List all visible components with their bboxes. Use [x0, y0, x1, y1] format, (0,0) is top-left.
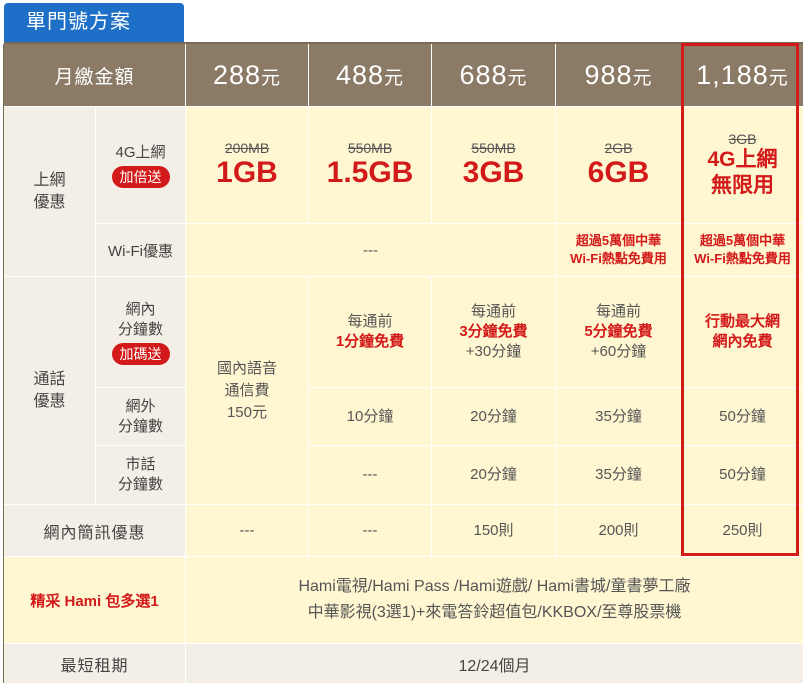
hami-label: 精采 Hami 包多選1	[4, 557, 185, 643]
data-section-label: 上網 優惠	[4, 107, 95, 276]
plan-688-price: 688元	[432, 44, 555, 106]
plan-988-offnet: 35分鐘	[556, 388, 681, 445]
plan-1188-wifi: 超過5萬個中華 Wi-Fi熱點免費用	[682, 224, 803, 276]
extra-bonus-badge: 加碼送	[111, 342, 170, 365]
plan-988-local: 35分鐘	[556, 446, 681, 504]
plan-1188-local: 50分鐘	[682, 446, 803, 504]
plan-488-local: ---	[309, 446, 431, 504]
plan-988-price: 988元	[556, 44, 681, 106]
plan-488-onnet: 每通前 1分鐘免費	[309, 277, 431, 387]
plan-488-price: 488元	[309, 44, 431, 106]
onnet-minutes-label: 網內 分鐘數 加碼送	[96, 277, 185, 387]
hami-options-line1: Hami電視/Hami Pass /Hami遊戲/ Hami書城/童書夢工廠	[298, 578, 691, 595]
plan-1188-offnet: 50分鐘	[682, 388, 803, 445]
local-minutes-label: 市話 分鐘數	[96, 446, 185, 504]
plan-988-sms: 200則	[556, 505, 681, 556]
plan-288-sms: ---	[186, 505, 308, 556]
plan-688-local: 20分鐘	[432, 446, 555, 504]
call-section-label: 通話 優惠	[4, 277, 95, 504]
plan-988-data: 2GB 6GB	[556, 107, 681, 223]
hami-options-line2: 中華影視(3選1)+來電答鈴超值包/KKBOX/至尊股票機	[307, 604, 682, 621]
plan-288-domestic-credit: 國內語音 通信費 150元	[186, 277, 308, 504]
plan-488-data: 550MB 1.5GB	[309, 107, 431, 223]
plan-988-wifi: 超過5萬個中華 Wi-Fi熱點免費用	[556, 224, 681, 276]
double-bonus-badge: 加倍送	[111, 165, 170, 188]
plan-1188-sms: 250則	[682, 505, 803, 556]
plan-288-price: 288元	[186, 44, 308, 106]
min-term-value: 12/24個月	[186, 644, 803, 683]
plan-tab-title: 單門號方案	[4, 3, 184, 42]
plan-688-sms: 150則	[432, 505, 555, 556]
table-left-border	[3, 44, 4, 683]
mobile-data-label: 4G上網 加倍送	[96, 107, 185, 223]
sms-label: 網內簡訊優惠	[4, 505, 185, 556]
plan-688-offnet: 20分鐘	[432, 388, 555, 445]
plan-688-onnet: 每通前 3分鐘免費 +30分鐘	[432, 277, 555, 387]
plan-288-data: 200MB 1GB	[186, 107, 308, 223]
wifi-none: ---	[186, 224, 555, 276]
hami-options: Hami電視/Hami Pass /Hami遊戲/ Hami書城/童書夢工廠 中…	[186, 557, 803, 643]
wifi-label: Wi-Fi優惠	[96, 224, 185, 276]
plan-688-data: 550MB 3GB	[432, 107, 555, 223]
plan-1188-onnet: 行動最大網 網內免費	[682, 277, 803, 387]
offnet-minutes-label: 網外 分鐘數	[96, 388, 185, 445]
monthly-fee-label: 月繳金額	[4, 44, 185, 106]
plan-1188-price: 1,188元	[682, 44, 803, 106]
plan-988-onnet: 每通前 5分鐘免費 +60分鐘	[556, 277, 681, 387]
tab-underline	[4, 42, 803, 44]
min-term-label: 最短租期	[4, 644, 185, 683]
plan-488-sms: ---	[309, 505, 431, 556]
plan-488-offnet: 10分鐘	[309, 388, 431, 445]
plan-1188-data: 3GB 4G上網 無限用	[682, 107, 803, 223]
